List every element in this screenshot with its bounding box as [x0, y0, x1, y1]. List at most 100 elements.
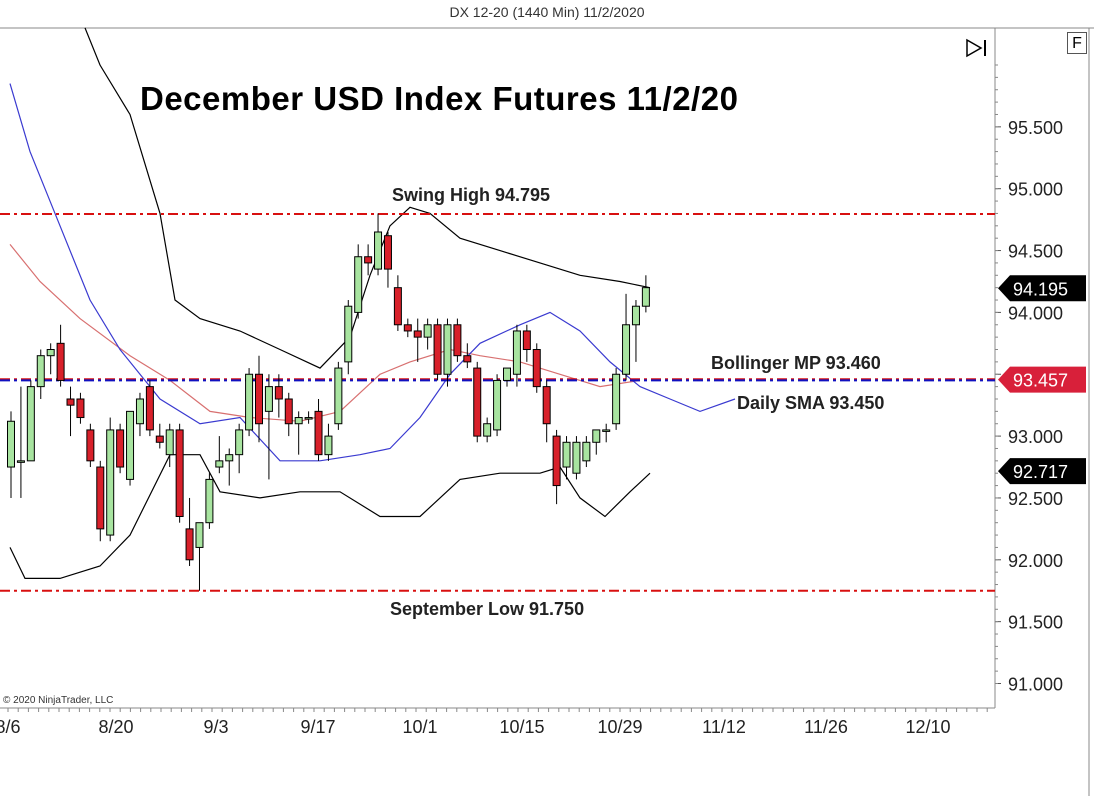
candle-body-0 — [7, 420, 15, 468]
candle-body-60 — [602, 429, 611, 432]
candle-body-63 — [631, 305, 640, 326]
candle-body-11 — [116, 429, 125, 468]
price-tag-1 — [998, 366, 1086, 393]
y-tick-label-1: 91.500 — [1008, 613, 1063, 633]
candle-body-26 — [264, 386, 273, 412]
window-title: DX 12-20 (1440 Min) 11/2/2020 — [449, 4, 645, 20]
candle-body-37 — [374, 231, 383, 270]
price-tag-label-0: 94.195 — [1013, 279, 1068, 299]
candle-body-8 — [86, 429, 95, 462]
candle-body-1 — [16, 460, 25, 463]
daily-sma-label: Daily SMA 93.450 — [737, 393, 885, 413]
candle-body-17 — [175, 429, 184, 518]
candle-body-50 — [503, 367, 511, 381]
candle-body-52 — [522, 330, 531, 351]
chart-title: December USD Index Futures 11/2/20 — [140, 80, 739, 117]
candle-body-36 — [364, 256, 373, 264]
candle-body-19 — [195, 522, 204, 548]
candle-body-25 — [255, 373, 263, 425]
y-tick-label-8: 95.000 — [1008, 180, 1063, 200]
x-tick-label-4: 10/1 — [402, 717, 437, 737]
skip-to-end-icon[interactable] — [964, 37, 990, 59]
candle-body-62 — [622, 324, 631, 375]
y-tick-label-4: 93.000 — [1008, 427, 1063, 447]
candle-body-43 — [433, 324, 442, 375]
candle-body-7 — [76, 398, 85, 419]
x-tick-label-0: 8/6 — [0, 717, 21, 737]
upper-bollinger-band — [84, 27, 651, 369]
price-tag-0 — [998, 275, 1086, 302]
candle-body-55 — [552, 435, 561, 487]
candle-body-5 — [56, 342, 65, 381]
candle-body-31 — [314, 410, 323, 456]
candle-body-47 — [473, 367, 482, 437]
candle-body-9 — [96, 466, 105, 530]
candle-body-30 — [304, 417, 313, 420]
candle-body-39 — [393, 287, 402, 326]
x-tick-label-2: 9/3 — [203, 717, 228, 737]
price-tag-2 — [998, 458, 1086, 485]
y-tick-label-9: 95.500 — [1008, 118, 1063, 138]
candle-body-58 — [582, 441, 591, 462]
candle-body-53 — [532, 349, 541, 388]
candle-body-59 — [592, 429, 601, 443]
swing-high-label: Swing High 94.795 — [392, 185, 551, 205]
y-tick-label-0: 91.000 — [1008, 675, 1063, 695]
september-low-label: September Low 91.750 — [390, 599, 585, 619]
candle-body-4 — [46, 349, 55, 357]
candle-body-23 — [235, 429, 244, 456]
candle-body-45 — [453, 324, 462, 357]
candle-body-34 — [344, 305, 353, 363]
candle-body-20 — [205, 478, 214, 524]
candle-body-24 — [245, 373, 254, 431]
candle-body-48 — [483, 423, 492, 437]
candle-body-13 — [135, 398, 144, 425]
candle-body-33 — [334, 367, 343, 425]
candle-body-38 — [383, 235, 392, 270]
candle-body-2 — [26, 386, 35, 462]
price-tag-label-1: 93.457 — [1013, 371, 1068, 391]
candle-body-35 — [354, 256, 363, 313]
candle-body-51 — [512, 330, 521, 375]
candle-body-6 — [66, 398, 75, 406]
candle-body-44 — [443, 324, 452, 375]
x-tick-label-3: 9/17 — [300, 717, 335, 737]
x-tick-label-5: 10/15 — [499, 717, 544, 737]
y-tick-label-6: 94.000 — [1008, 303, 1063, 323]
candle-body-16 — [165, 429, 174, 456]
candle-body-15 — [155, 435, 164, 443]
candle-body-40 — [403, 324, 412, 332]
candle-body-56 — [562, 441, 571, 468]
candle-body-49 — [493, 379, 502, 431]
candle-body-57 — [572, 441, 581, 474]
y-tick-label-2: 92.000 — [1008, 551, 1063, 571]
candle-body-10 — [106, 429, 115, 536]
x-tick-label-9: 12/10 — [905, 717, 950, 737]
lower-bollinger-band — [9, 454, 651, 579]
copyright-notice: © 2020 NinjaTrader, LLC — [3, 695, 114, 706]
candle-body-27 — [274, 386, 283, 400]
candle-body-3 — [36, 355, 45, 388]
y-tick-label-3: 92.500 — [1008, 489, 1063, 509]
candle-body-42 — [423, 324, 432, 338]
blue-average-line — [9, 83, 736, 462]
candle-body-32 — [324, 435, 333, 456]
bollinger-mp-label: Bollinger MP 93.460 — [711, 353, 881, 373]
candle-body-18 — [185, 528, 194, 561]
candle-body-46 — [463, 355, 472, 363]
candle-body-12 — [126, 410, 135, 480]
x-tick-label-7: 11/12 — [702, 717, 746, 737]
candle-body-64 — [641, 287, 650, 307]
x-tick-label-6: 10/29 — [597, 717, 642, 737]
x-tick-label-8: 11/26 — [804, 717, 848, 737]
price-tag-label-2: 92.717 — [1013, 462, 1068, 482]
candle-body-29 — [294, 417, 303, 425]
f-button[interactable]: F — [1067, 32, 1087, 54]
candle-body-28 — [284, 398, 293, 425]
candle-body-61 — [612, 373, 621, 425]
candle-body-14 — [145, 386, 154, 431]
candle-body-54 — [542, 386, 551, 425]
candle-body-22 — [225, 454, 234, 462]
candle-body-41 — [413, 330, 422, 338]
